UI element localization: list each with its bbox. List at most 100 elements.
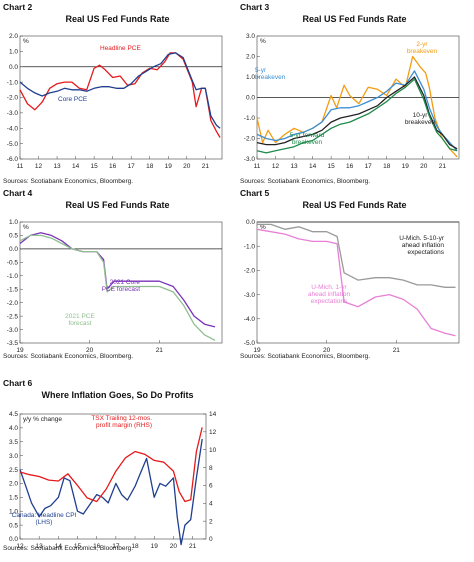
y-tick-label: -4.0 [7,125,19,132]
y-tick-label: -2.0 [244,268,256,275]
x-tick-label: 13 [53,163,61,170]
y-tick-label: -1.0 [7,273,19,280]
y2-tick-label: 12 [209,429,217,436]
chart5-plot: 0.0 -1.0 -2.0 -3.0 -4.0 -5.019 20 21% U-Mich. 5-… [244,219,460,354]
series-annotation: TSX Trailing 12-mos. [91,415,152,422]
x-tick-label: 14 [72,163,80,170]
y-tick-label: 2.0 [246,54,255,61]
chart4-source: Sources: Scotiabank Economics, Bloomberg… [3,353,134,360]
x-tick-label: 13 [36,543,44,550]
unit-label: % [260,224,266,231]
series-line [256,228,456,337]
series-line [256,70,458,152]
series-annotation: U-Mich. 5-10-yr [399,235,445,242]
y-tick-label: -1.0 [244,243,256,250]
x-tick-label: 14 [309,163,317,170]
y-tick-label: 0.5 [9,522,18,529]
chart3-label: Chart 3 [240,2,270,12]
series-annotation: (LHS) [36,519,53,526]
x-tick-label: 19 [165,163,173,170]
chart3-source: Sources: Scotiabank Economics, Bloomberg… [240,178,371,185]
series-line [257,223,456,288]
x-tick-label: 11 [17,163,24,170]
y-tick-label: -2.0 [7,300,19,307]
y-tick-label: -5.0 [244,340,256,347]
series-annotation: Canada: Headline CPI [12,512,77,519]
y2-tick-label: 6 [209,483,213,490]
x-tick-label: 19 [253,347,261,354]
y-tick-label: -5.0 [7,141,19,148]
series-annotation: expectations [408,249,445,256]
y-tick-label: -2.5 [7,313,19,320]
y-tick-label: 4.0 [9,425,18,432]
unit-label: y/y % change [23,416,62,423]
x-tick-label: 21 [189,543,197,550]
series-annotation: ahead inflation [402,242,445,249]
chart2-title: Real US Fed Funds Rate [65,14,170,24]
y-tick-label: -3.0 [7,327,19,334]
chart6-label: Chart 6 [3,378,33,388]
x-tick-label: 20 [86,347,94,354]
plot-frame [19,413,207,540]
series-line [19,52,221,138]
chart2-label: Chart 2 [3,2,33,12]
x-tick-label: 15 [74,543,82,550]
y-tick-label: -6.0 [7,156,19,163]
chart4-panel: Chart 4 Real US Fed Funds Rate 1.0 0.5 0.0… [0,186,237,376]
x-tick-label: 18 [131,543,139,550]
y-tick-label: -4.0 [244,316,256,323]
series-annotation: expectations [311,298,348,305]
x-tick-label: 15 [91,163,99,170]
x-tick-label: 13 [290,163,298,170]
y-tick-label: 0.0 [9,536,18,543]
x-tick-label: 12 [35,163,43,170]
chart6-title: Where Inflation Goes, So Do Profits [41,390,194,400]
series-line [256,76,458,150]
chart2-plot: 2.0 1.0 0.0 -1.0 -2.0 -3.0 -4.0 -5.0 -6.011 12 13 1… [7,33,223,170]
y2-tick-label: 0 [209,536,213,543]
series-annotation: Core PCE [58,96,88,103]
y2-tick-label: 4 [209,500,213,507]
x-tick-label: 17 [365,163,373,170]
y-tick-label: -1.5 [7,286,19,293]
chart4-label: Chart 4 [3,188,33,198]
y2-tick-label: 14 [209,411,217,418]
series-line [19,427,203,503]
x-tick-label: 12 [16,543,24,550]
y-tick-label: 1.0 [9,508,18,515]
chart3-panel: Chart 3 Real US Fed Funds Rate 3.0 2.0 1.0… [237,0,474,190]
x-tick-label: 18 [383,163,391,170]
series-annotation: 2021 PCE [65,313,95,320]
chart3-title: Real US Fed Funds Rate [302,14,407,24]
series-annotation: 2-yr [416,41,428,48]
y-tick-label: -0.5 [7,260,19,267]
x-tick-label: 21 [202,163,210,170]
y-tick-label: 3.0 [246,33,255,40]
chart6-panel: Chart 6 Where Inflation Goes, So Do Prof… [0,376,237,558]
series-line [19,438,203,546]
chart3-plot: 3.0 2.0 1.0 0.0 -1.0 -2.0 -3.011 12 13 14 15 16 17 18… [244,33,460,170]
x-tick-label: 21 [156,347,164,354]
x-tick-label: 16 [93,543,101,550]
series-annotation: profit margin (RHS) [96,422,152,429]
y-tick-label: 0.0 [9,64,18,71]
y-tick-label: 0.5 [9,233,18,240]
unit-label: % [260,38,266,45]
x-tick-label: 17 [112,543,120,550]
series-annotation: 10-yr [413,112,429,119]
series-line [256,55,458,158]
series-annotation: 5-yr forward [290,132,325,139]
y-tick-label: 2.0 [9,33,18,40]
y-tick-label: -1.0 [244,115,256,122]
x-tick-label: 15 [328,163,336,170]
y-tick-label: -3.0 [244,292,256,299]
chart5-panel: Chart 5 Real US Fed Funds Rate 0.0 -1.0 -2… [237,186,474,376]
y-tick-label: 3.0 [9,453,18,460]
y-tick-label: 1.0 [9,49,18,56]
series-annotation: breakeven [292,139,323,146]
series-annotation: U-Mich. 1-yr [311,284,347,291]
series-line [19,52,221,129]
chart6-plot: 4.5 4.0 3.5 3.0 2.5 2.0 1.5 1.0 0.5 0.0 14 12 10 8 6 4 2… [9,411,217,550]
series-annotation: breakeven [255,74,286,81]
y-tick-label: -3.0 [244,156,256,163]
